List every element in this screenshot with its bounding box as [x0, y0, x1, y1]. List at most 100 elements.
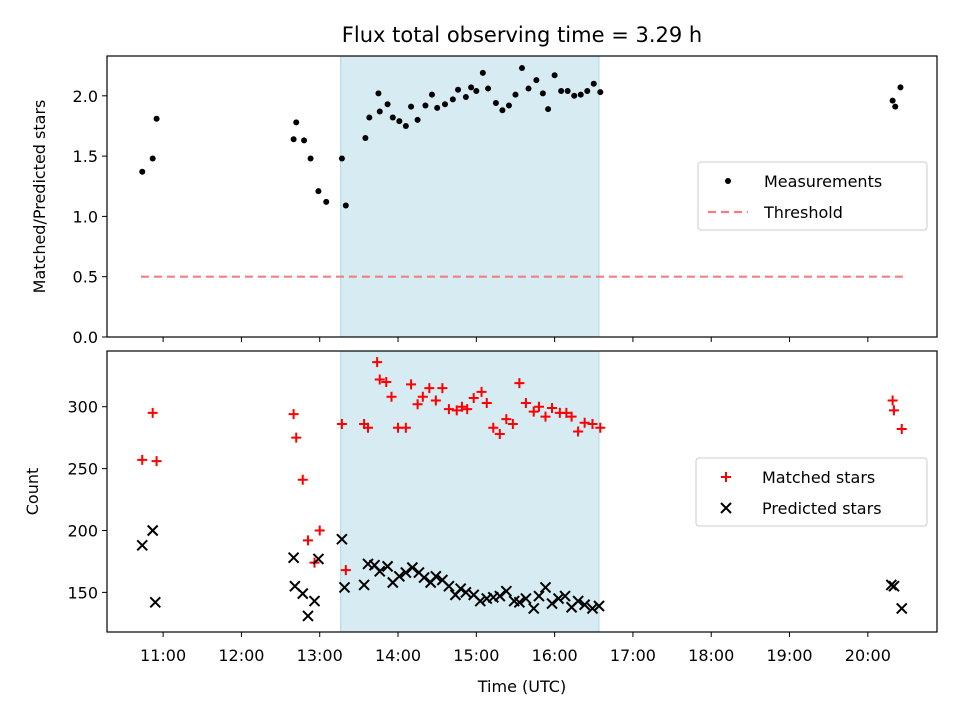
measurement-point: [525, 85, 532, 92]
matched-point: [386, 391, 397, 402]
matched-point: [151, 456, 162, 467]
x-tick-label: 17:00: [610, 646, 656, 665]
measurement-point: [384, 101, 391, 108]
predicted-point: [546, 597, 558, 610]
axes-frame: [106, 55, 938, 338]
measurement-point: [577, 91, 584, 98]
matched-point: [372, 357, 383, 368]
chart-title: Flux total observing time = 3.29 h: [342, 23, 702, 47]
predicted-point: [500, 585, 513, 597]
predicted-point: [533, 590, 545, 602]
measurement-point: [396, 118, 403, 125]
predicted-point: [393, 570, 406, 583]
measurement-point: [485, 85, 492, 92]
predicted-point: [888, 580, 900, 592]
matched-point: [579, 417, 590, 428]
predicted-point: [559, 590, 571, 602]
predicted-point: [443, 580, 455, 592]
matched-point: [888, 405, 899, 416]
matched-point: [291, 432, 302, 443]
measurement-point: [519, 65, 525, 72]
matched-point: [896, 423, 907, 434]
x-axis-label: Time (UTC): [477, 677, 566, 696]
matched-point: [430, 395, 441, 406]
matched-point: [363, 422, 374, 433]
y-axis-label: Matched/Predicted stars: [30, 100, 49, 294]
matched-point: [476, 386, 487, 397]
matched-point: [462, 404, 473, 415]
measurement-point: [558, 87, 565, 94]
measurement-point: [338, 155, 345, 162]
matched-point: [595, 422, 606, 433]
predicted-point: [430, 570, 442, 583]
axes-frame: [106, 350, 938, 633]
predicted-point: [418, 571, 430, 584]
matched-point: [297, 474, 308, 485]
matched-point: [540, 411, 551, 422]
predicted-point: [358, 579, 370, 591]
predicted-point: [572, 595, 584, 607]
matched-point: [417, 391, 428, 402]
matched-point: [481, 397, 492, 408]
measurement-point: [590, 80, 597, 87]
matched-point: [501, 414, 512, 425]
matched-point: [381, 376, 392, 387]
measurement-point: [499, 107, 506, 114]
matched-point: [374, 374, 385, 385]
predicted-point: [136, 539, 148, 552]
x-tick-label: 18:00: [688, 646, 734, 665]
measurement-point: [422, 102, 429, 109]
y-tick-label: 250: [67, 460, 98, 479]
matched-point: [314, 525, 325, 536]
predicted-point: [520, 592, 532, 605]
y-tick-label: 1.5: [73, 147, 98, 166]
matched-point: [437, 383, 448, 394]
measurement-point: [539, 90, 546, 97]
measurement-point: [139, 168, 146, 175]
series-matched-stars: [137, 357, 907, 576]
measurement-point: [323, 198, 330, 205]
legend-label: Predicted stars: [762, 499, 882, 518]
matched-point: [406, 379, 417, 390]
matched-point: [340, 565, 351, 576]
predicted-point: [374, 565, 386, 578]
legend-marker-measurements: [725, 178, 731, 184]
measurement-point: [473, 87, 480, 94]
predicted-point: [593, 600, 605, 612]
measurement-point: [408, 103, 415, 110]
measurement-point: [149, 155, 156, 162]
y-tick-label: 300: [67, 398, 98, 417]
measurement-point: [362, 135, 369, 142]
measurement-point: [505, 102, 512, 109]
predicted-point: [586, 602, 599, 615]
measurement-point: [293, 119, 300, 126]
matched-point: [147, 407, 158, 418]
measurement-point: [307, 155, 314, 162]
x-tick-label: 13:00: [297, 646, 343, 665]
matched-point: [566, 411, 577, 422]
measurement-point: [449, 96, 456, 103]
measurement-point: [389, 114, 396, 121]
top-panel-ratio: 0.0 0.5 1.0 1.5 2.0 Matched/Predicted stars Me…: [30, 55, 938, 347]
predicted-point: [896, 602, 908, 615]
x-tick-label: 11:00: [140, 646, 186, 665]
measurement-point: [584, 87, 591, 94]
series-measurements: [139, 65, 904, 209]
measurement-point: [597, 89, 604, 96]
matched-point: [468, 393, 479, 404]
matched-point: [520, 397, 531, 408]
predicted-point: [297, 587, 309, 600]
legend-box: [697, 161, 928, 231]
predicted-point: [381, 560, 394, 573]
x-tick-label: 19:00: [766, 646, 812, 665]
matched-point: [288, 409, 299, 420]
predicted-point: [149, 596, 161, 608]
measurement-point: [455, 86, 462, 93]
matched-point: [514, 378, 525, 389]
x-tick-label: 15:00: [453, 646, 499, 665]
measurement-point: [342, 202, 349, 209]
matched-point: [528, 406, 539, 417]
matched-point: [336, 419, 347, 430]
matched-point: [887, 395, 898, 406]
